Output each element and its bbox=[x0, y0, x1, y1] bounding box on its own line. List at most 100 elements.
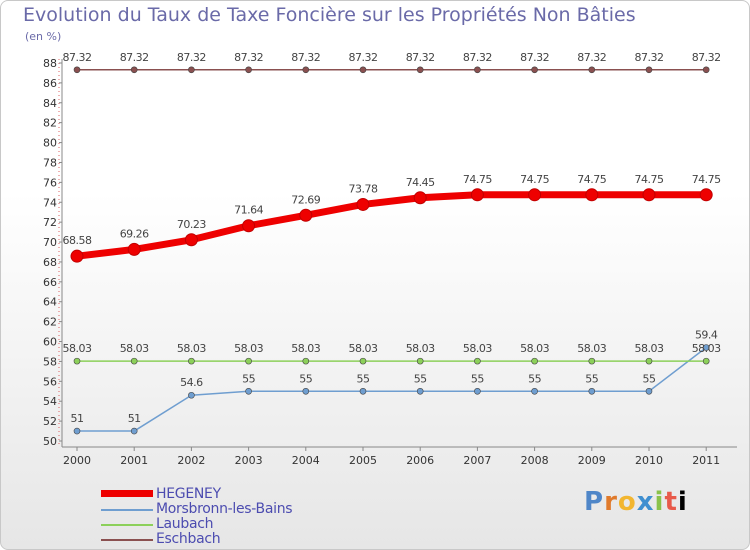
legend-label-hegeney: HEGENEY bbox=[156, 486, 221, 502]
x-tick-label: 2004 bbox=[292, 454, 320, 467]
x-tick-label: 2006 bbox=[406, 454, 434, 467]
data-label: 87.32 bbox=[577, 51, 606, 64]
data-label: 51 bbox=[71, 412, 84, 425]
series-line bbox=[76, 346, 707, 432]
data-point bbox=[585, 188, 599, 202]
data-label: 87.32 bbox=[349, 51, 378, 64]
data-point bbox=[474, 387, 481, 395]
legend-label-laubach: Laubach bbox=[156, 516, 214, 532]
data-point bbox=[73, 357, 81, 365]
data-label: 87.32 bbox=[177, 51, 206, 64]
data-point bbox=[130, 357, 138, 365]
y-tick-label: 80 bbox=[43, 137, 57, 150]
data-point bbox=[531, 357, 538, 365]
series-line bbox=[73, 191, 710, 260]
data-label: 71.64 bbox=[234, 204, 263, 217]
data-label: 59.4 bbox=[695, 328, 718, 341]
data-label: 74.75 bbox=[520, 173, 549, 186]
y-tick-label: 82 bbox=[43, 117, 57, 130]
data-point bbox=[130, 427, 138, 435]
legend-swatch-laubach bbox=[101, 524, 153, 526]
x-tick-label: 2010 bbox=[635, 454, 663, 467]
data-point bbox=[588, 66, 596, 74]
data-label: 58.03 bbox=[177, 342, 206, 355]
data-point bbox=[245, 387, 252, 395]
data-label: 55 bbox=[299, 372, 312, 385]
data-point bbox=[531, 387, 538, 395]
data-label: 55 bbox=[643, 372, 656, 385]
legend-label-eschbach: Eschbach bbox=[156, 531, 221, 547]
data-point bbox=[188, 391, 195, 399]
data-point bbox=[130, 66, 138, 74]
data-point bbox=[702, 357, 710, 365]
y-tick-label: 50 bbox=[43, 435, 57, 448]
data-point bbox=[73, 66, 81, 74]
data-label: 58.03 bbox=[520, 342, 549, 355]
data-point bbox=[245, 66, 252, 74]
data-label: 55 bbox=[471, 372, 484, 385]
data-label: 58.03 bbox=[63, 342, 92, 355]
data-point bbox=[645, 357, 653, 365]
data-point bbox=[299, 208, 313, 222]
data-label: 55 bbox=[414, 372, 427, 385]
data-label: 69.26 bbox=[120, 227, 149, 240]
y-tick-label: 78 bbox=[43, 156, 57, 169]
x-tick-label: 2002 bbox=[177, 454, 205, 467]
line-chart: 50 52 54 56 58 60 62 64 66 68 70 72 74 76 78 80 82 84 86 88… bbox=[43, 51, 737, 467]
y-tick-label: 52 bbox=[43, 415, 57, 428]
data-label: 72.69 bbox=[291, 193, 320, 206]
data-label: 51 bbox=[128, 412, 141, 425]
y-tick-label: 74 bbox=[43, 196, 57, 209]
data-label: 58.03 bbox=[692, 342, 721, 355]
data-label: 87.32 bbox=[406, 51, 435, 64]
legend-swatch-hegeney bbox=[101, 490, 153, 497]
data-point bbox=[245, 357, 252, 365]
data-point bbox=[188, 357, 195, 365]
y-tick-label: 72 bbox=[43, 216, 57, 229]
data-label: 58.03 bbox=[349, 342, 378, 355]
data-label: 58.03 bbox=[635, 342, 664, 355]
legend-swatch-morsbronn bbox=[101, 509, 153, 511]
data-label: 87.32 bbox=[520, 51, 549, 64]
data-point bbox=[416, 66, 424, 74]
y-tick-label: 86 bbox=[43, 77, 57, 90]
data-point bbox=[474, 357, 481, 365]
data-label: 74.75 bbox=[692, 173, 721, 186]
data-label: 58.03 bbox=[463, 342, 492, 355]
legend-label-morsbronn: Morsbronn-les-Bains bbox=[156, 501, 293, 517]
data-point bbox=[413, 191, 427, 205]
y-tick-label: 88 bbox=[43, 57, 57, 70]
data-label: 87.32 bbox=[692, 51, 721, 64]
data-label: 74.75 bbox=[577, 173, 606, 186]
data-point bbox=[70, 249, 84, 263]
data-point bbox=[302, 357, 310, 365]
data-point bbox=[642, 188, 656, 202]
data-point bbox=[359, 66, 367, 74]
data-label: 70.23 bbox=[177, 218, 206, 231]
data-point bbox=[359, 387, 367, 395]
data-point bbox=[474, 66, 481, 74]
data-point bbox=[302, 66, 310, 74]
data-label: 58.03 bbox=[120, 342, 149, 355]
chart-title: Evolution du Taux de Taxe Foncière sur l… bbox=[23, 4, 636, 26]
data-point bbox=[645, 387, 653, 395]
data-point bbox=[73, 427, 81, 435]
data-label: 87.32 bbox=[463, 51, 492, 64]
y-tick-label: 64 bbox=[43, 296, 57, 309]
x-tick-label: 2000 bbox=[63, 454, 91, 467]
data-point bbox=[588, 387, 596, 395]
y-tick-label: 56 bbox=[43, 375, 57, 388]
y-tick-label: 62 bbox=[43, 316, 57, 329]
x-tick-label: 2003 bbox=[235, 454, 263, 467]
y-tick-label: 54 bbox=[43, 395, 57, 408]
data-label: 58.03 bbox=[406, 342, 435, 355]
x-tick-label: 2001 bbox=[120, 454, 148, 467]
data-label: 87.32 bbox=[291, 51, 320, 64]
data-point bbox=[127, 242, 141, 256]
data-point bbox=[531, 66, 538, 74]
data-point bbox=[242, 219, 256, 233]
data-label: 68.58 bbox=[63, 234, 92, 247]
y-tick-label: 60 bbox=[43, 336, 57, 349]
x-tick-label: 2007 bbox=[463, 454, 491, 467]
